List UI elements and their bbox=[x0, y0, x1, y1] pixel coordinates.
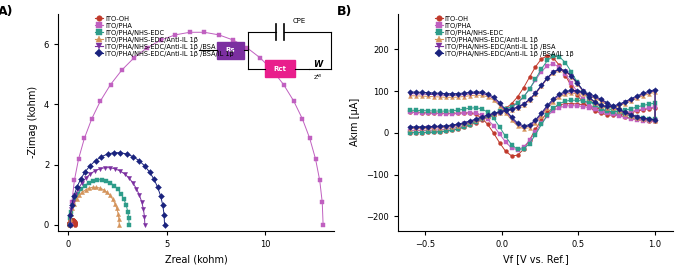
X-axis label: Vf [V vs. Ref.]: Vf [V vs. Ref.] bbox=[502, 254, 568, 264]
Text: A): A) bbox=[0, 5, 13, 18]
Text: B): B) bbox=[337, 5, 352, 18]
Y-axis label: Akım [μA]: Akım [μA] bbox=[350, 98, 361, 147]
Y-axis label: -Zimag (kohm): -Zimag (kohm) bbox=[29, 86, 38, 158]
Legend: ITO-OH, ITO/PHA, ITO/PHA/NHS-EDC, ITO/PHA/NHS-EDC/Anti-IL 1β, ITO/PHA/NHS-EDC/An: ITO-OH, ITO/PHA, ITO/PHA/NHS-EDC, ITO/PH… bbox=[94, 15, 235, 57]
X-axis label: Zreal (kohm): Zreal (kohm) bbox=[165, 254, 227, 264]
Legend: ITO-OH, ITO/PHA, ITO/PHA/NHS-EDC, ITO/PHA/NHS-EDC/Anti-IL 1β, ITO/PHA/NHS-EDC/An: ITO-OH, ITO/PHA, ITO/PHA/NHS-EDC, ITO/PH… bbox=[434, 15, 574, 57]
